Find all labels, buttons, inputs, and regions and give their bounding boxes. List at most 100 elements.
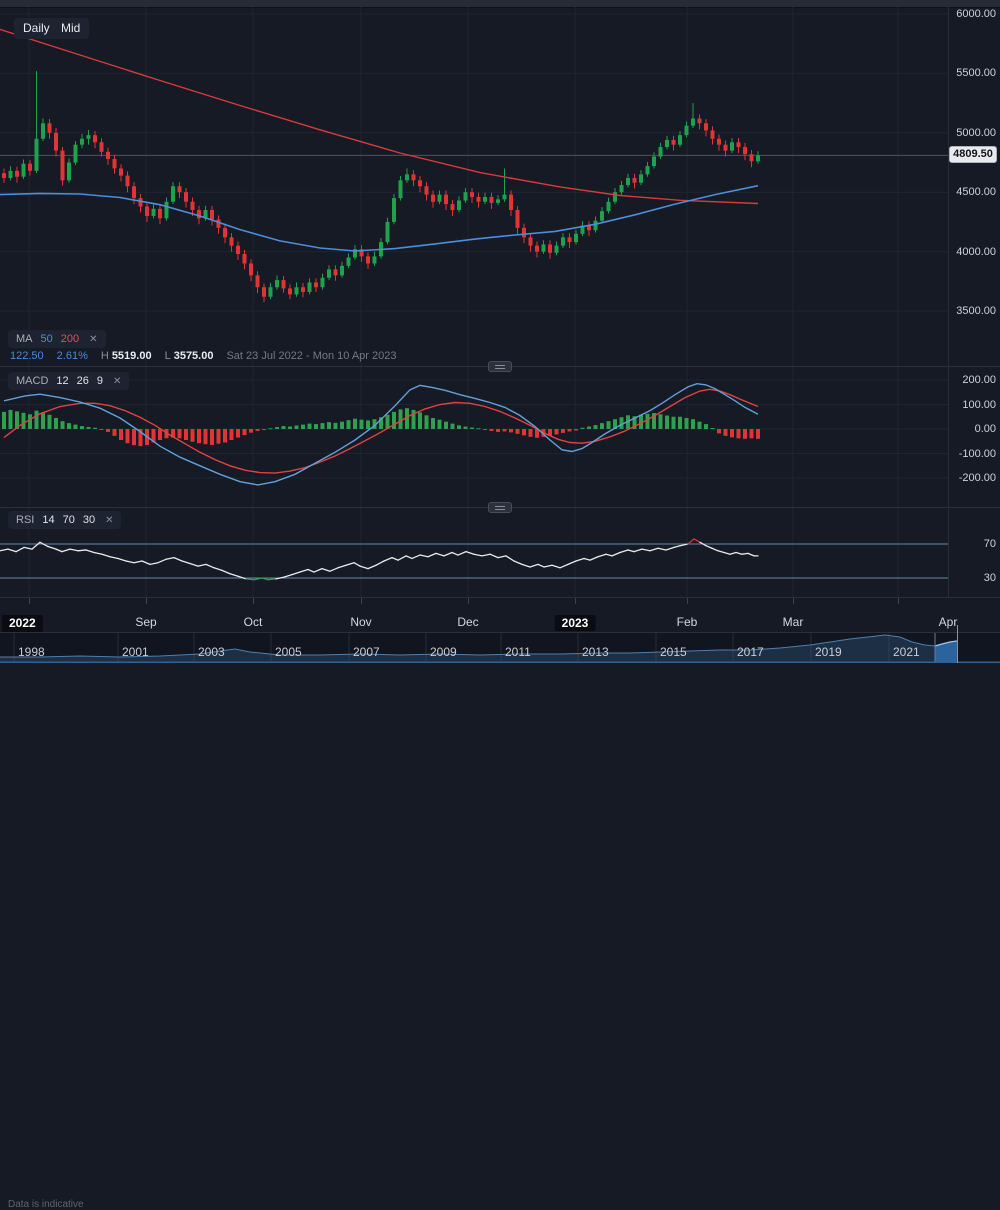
navigator-year-label: 2003: [198, 645, 225, 659]
macd-legend-name: MACD: [16, 375, 49, 387]
macd-histogram-bar: [132, 429, 136, 446]
macd-histogram-bar: [444, 421, 448, 429]
rsi-line-segment: [93, 551, 103, 555]
candle-body: [119, 168, 123, 176]
macd-histogram-bar: [112, 429, 117, 436]
rsi-line-segment: [567, 560, 577, 566]
candle-body: [502, 194, 507, 200]
macd-histogram-bar: [333, 422, 338, 429]
macd-histogram-bar: [476, 428, 481, 430]
navigator-history-line: [0, 634, 958, 658]
macd-histogram-bar: [80, 426, 84, 429]
candle-body: [125, 175, 130, 187]
macd-histogram-bar: [704, 424, 708, 429]
candle-body: [275, 280, 279, 288]
panel-resize-handle-2[interactable]: [488, 502, 512, 513]
macd-param-slow: 26: [76, 375, 89, 387]
rsi-line-segment: [693, 538, 701, 543]
macd-histogram-bar: [15, 411, 19, 429]
rsi-line-segment: [383, 556, 393, 562]
rsi-line-segment: [559, 563, 569, 569]
rsi-param-period: 14: [42, 514, 55, 526]
macd-histogram-bar: [437, 419, 442, 429]
candle-body: [697, 118, 702, 124]
macd-histogram-bar: [730, 429, 734, 438]
rsi-line-segment: [699, 541, 707, 547]
candle-body: [294, 287, 299, 295]
rsi-legend[interactable]: RSI 14 70 30 ✕: [8, 511, 122, 529]
rsi-line-segment: [157, 558, 167, 564]
macd-histogram-bar: [158, 429, 162, 441]
candle-body: [223, 227, 227, 238]
ma-close-icon[interactable]: ✕: [89, 333, 98, 345]
history-navigator[interactable]: 1998 2001 2003 2005 2007 2009 2011 2013 2015 2017…: [0, 625, 1000, 663]
time-axis-tick: [468, 598, 469, 604]
rsi-line-segment: [619, 549, 629, 554]
macd-histogram-bar: [509, 429, 513, 433]
candle-body: [106, 151, 110, 159]
time-axis-tick: [793, 598, 794, 604]
macd-legend[interactable]: MACD 12 26 9 ✕: [8, 372, 130, 390]
price-tick: 3500.00: [956, 305, 996, 317]
rsi-line-segment: [299, 568, 309, 573]
ma-legend-name: MA: [16, 333, 33, 345]
macd-histogram-bar: [392, 411, 396, 429]
rsi-line-segment: [117, 557, 127, 562]
rsi-panel-canvas[interactable]: [0, 508, 948, 597]
macd-histogram-bar: [99, 429, 104, 430]
rsi-line-segment: [125, 560, 135, 564]
macd-histogram-bar: [353, 418, 357, 429]
price-tick: 6000.00: [956, 8, 996, 20]
macd-panel-canvas[interactable]: [0, 367, 948, 507]
candle-body: [619, 185, 624, 193]
rsi-line-segment: [397, 555, 407, 561]
candle-body: [554, 245, 559, 253]
navigator-selection-right-handle[interactable]: [957, 625, 958, 663]
candle-body: [151, 208, 156, 216]
candle-body: [567, 237, 572, 243]
rsi-line-segment: [109, 556, 119, 560]
navigator-selection[interactable]: [0, 635, 957, 663]
time-axis[interactable]: Data is indicative AugSepOctNovDec2023Fe…: [0, 597, 1000, 1210]
rsi-line-segment: [427, 552, 437, 558]
rsi-line-segment: [627, 549, 635, 553]
candle-body: [359, 249, 364, 257]
macd-histogram-bar: [340, 421, 344, 429]
macd-histogram-bar: [561, 429, 565, 433]
macd-histogram-bar: [418, 412, 422, 429]
macd-histogram-bar: [587, 426, 591, 429]
macd-histogram-bar: [229, 429, 234, 441]
panel-resize-handle[interactable]: [488, 361, 512, 372]
candle-body: [418, 180, 422, 187]
macd-histogram-bar: [301, 424, 305, 429]
candle-body: [229, 237, 234, 246]
rsi-close-icon[interactable]: ✕: [105, 514, 114, 526]
price-chart-canvas[interactable]: [0, 7, 948, 366]
macd-histogram-bar: [314, 424, 318, 429]
candle-body: [665, 139, 669, 148]
rsi-line-segment: [275, 576, 285, 580]
macd-histogram-bar: [47, 414, 52, 429]
macd-histogram-bar: [535, 429, 539, 438]
navigator-canvas[interactable]: [0, 633, 1000, 663]
ma-legend[interactable]: MA 50 200 ✕: [8, 330, 106, 348]
interval-daily-button[interactable]: Daily: [14, 18, 59, 39]
price-change-value: 122.50: [10, 350, 44, 362]
candle-body: [164, 201, 169, 219]
candle-body: [60, 150, 65, 181]
candle-body: [8, 170, 13, 178]
macd-histogram-bar: [450, 423, 455, 429]
candle-body: [80, 138, 84, 145]
price-tick: 4000.00: [956, 245, 996, 258]
macd-histogram-bar: [632, 416, 637, 429]
price-mid-button[interactable]: Mid: [52, 18, 90, 39]
candle-body: [470, 192, 474, 197]
price-axis[interactable]: 4809.50 6000.00 5500.00 5000.00 4500.00 4000…: [948, 0, 1000, 597]
time-axis-tick: [687, 598, 688, 604]
macd-histogram-bar: [431, 417, 435, 429]
candle-body: [86, 135, 91, 139]
macd-close-icon[interactable]: ✕: [113, 375, 122, 387]
candle-body: [184, 192, 188, 202]
month-label: Apr: [938, 615, 958, 629]
candle-body: [710, 130, 715, 139]
